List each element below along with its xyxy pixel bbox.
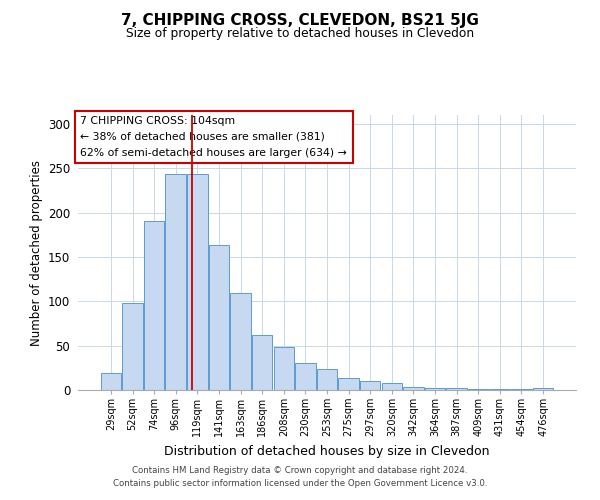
Bar: [468, 389, 488, 390]
Text: 7 CHIPPING CROSS: 104sqm
← 38% of detached houses are smaller (381)
62% of semi-: 7 CHIPPING CROSS: 104sqm ← 38% of detach…: [80, 116, 347, 158]
X-axis label: Distribution of detached houses by size in Clevedon: Distribution of detached houses by size …: [164, 445, 490, 458]
Text: Contains HM Land Registry data © Crown copyright and database right 2024.
Contai: Contains HM Land Registry data © Crown c…: [113, 466, 487, 487]
Bar: [317, 368, 337, 390]
Bar: [144, 222, 164, 390]
Y-axis label: Number of detached properties: Number of detached properties: [29, 160, 43, 346]
Bar: [403, 388, 424, 390]
Text: Size of property relative to detached houses in Clevedon: Size of property relative to detached ho…: [126, 28, 474, 40]
Bar: [230, 294, 251, 390]
Bar: [533, 388, 553, 390]
Bar: [101, 373, 121, 390]
Bar: [166, 174, 186, 390]
Bar: [425, 388, 445, 390]
Bar: [295, 364, 316, 390]
Bar: [490, 389, 510, 390]
Bar: [252, 335, 272, 390]
Bar: [274, 348, 294, 390]
Bar: [382, 383, 402, 390]
Bar: [209, 246, 229, 390]
Bar: [511, 389, 532, 390]
Bar: [338, 378, 359, 390]
Bar: [446, 388, 467, 390]
Bar: [187, 174, 208, 390]
Text: 7, CHIPPING CROSS, CLEVEDON, BS21 5JG: 7, CHIPPING CROSS, CLEVEDON, BS21 5JG: [121, 12, 479, 28]
Bar: [360, 381, 380, 390]
Bar: [122, 303, 143, 390]
